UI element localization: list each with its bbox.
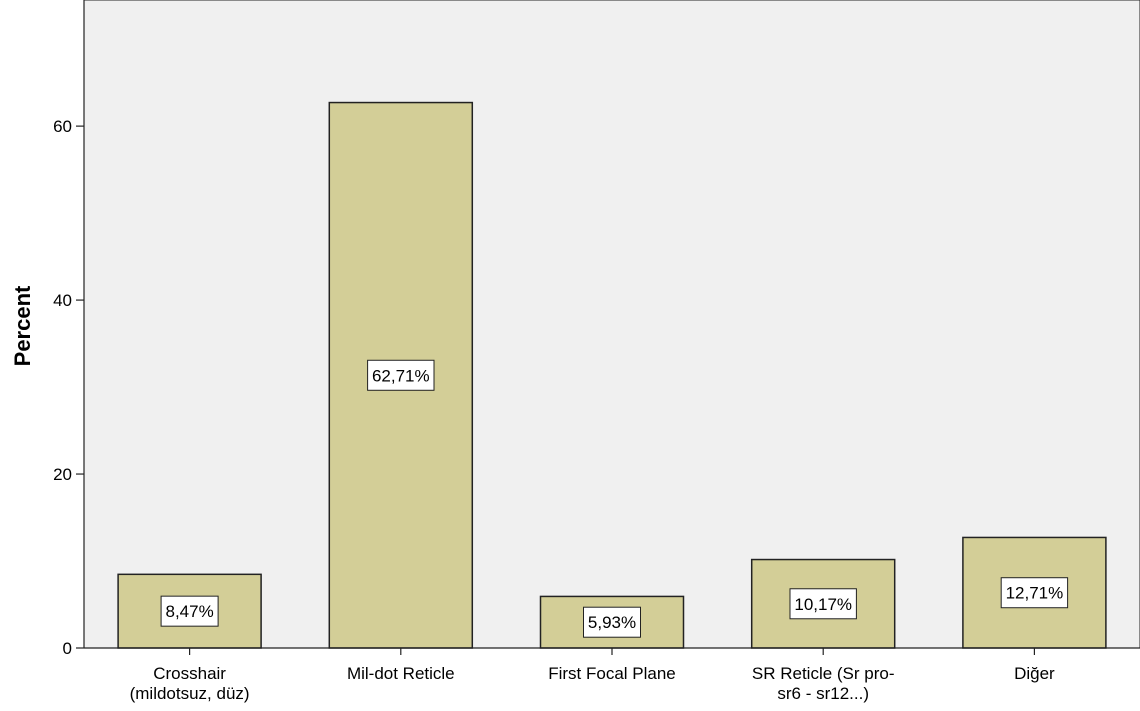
y-tick-label: 20 [53, 465, 72, 484]
data-label-box [1000, 577, 1069, 609]
data-label-box [367, 359, 435, 391]
x-tick-label-line: Diğer [1014, 664, 1055, 683]
y-tick-label: 60 [53, 117, 72, 136]
data-label-box [583, 606, 641, 638]
x-tick-label-line: (mildotsuz, düz) [130, 684, 250, 703]
x-tick-label-line: First Focal Plane [548, 664, 676, 683]
x-tick-label-line: Crosshair [153, 664, 226, 683]
x-tick-label: SR Reticle (Sr pro-sr6 - sr12...) [752, 664, 895, 703]
x-tick-label-line: SR Reticle (Sr pro- [752, 664, 895, 683]
x-tick-label-line: Mil-dot Reticle [347, 664, 455, 683]
y-axis-title: Percent [10, 285, 35, 366]
data-label-box [789, 588, 857, 620]
y-axis: 0 20 40 60 [53, 0, 85, 658]
y-tick-label: 0 [63, 639, 72, 658]
x-tick-label: Diğer [1014, 664, 1055, 683]
data-label: 8,47% [165, 602, 213, 621]
data-label: 62,71% [372, 366, 430, 385]
x-tick-label-line: sr6 - sr12...) [777, 684, 869, 703]
data-label: 12,71% [1006, 584, 1064, 603]
x-tick-label: Crosshair (mildotsuz, düz) [130, 664, 250, 703]
data-label: 5,93% [588, 613, 636, 632]
bars-group: 8,47% 62,71% 5,93% 10,17% 12,71% [117, 101, 1107, 649]
data-label-box [160, 595, 219, 627]
data-label: 10,17% [794, 595, 852, 614]
x-tick-label: Mil-dot Reticle [347, 664, 455, 683]
x-tick-label: First Focal Plane [548, 664, 676, 683]
x-axis: Crosshair (mildotsuz, düz) Mil-dot Reticle… [84, 647, 1140, 703]
y-tick-label: 40 [53, 291, 72, 310]
